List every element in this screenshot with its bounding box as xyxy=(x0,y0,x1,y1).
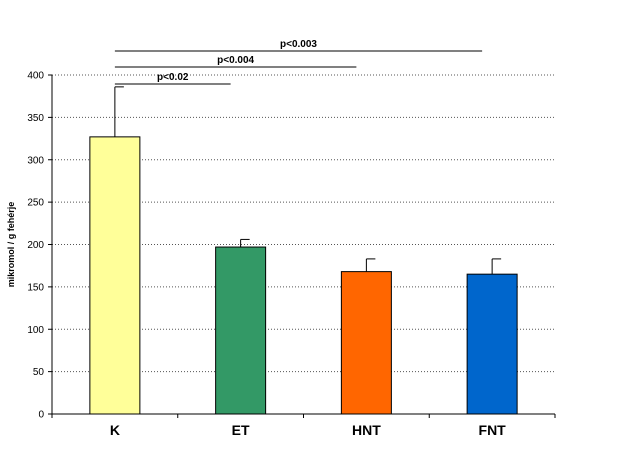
y-tick-label: 400 xyxy=(27,71,44,82)
x-tick-label: ET xyxy=(232,422,250,438)
bar-hnt xyxy=(340,271,392,415)
significance-label: p<0.003 xyxy=(280,39,317,50)
y-tick-label: 150 xyxy=(27,282,44,293)
y-tick-label: 250 xyxy=(27,198,44,209)
bar-fnt xyxy=(466,273,518,415)
significance-label: p<0.004 xyxy=(217,55,254,66)
x-tick-label: K xyxy=(110,422,120,438)
x-tick-label: FNT xyxy=(479,422,507,438)
y-tick-label: 300 xyxy=(27,155,44,166)
x-tick-label: HNT xyxy=(352,422,381,438)
y-tick-label: 100 xyxy=(27,325,44,336)
significance-label: p<0.02 xyxy=(157,72,189,83)
y-axis-title: mikromol / g fehérje xyxy=(6,202,16,288)
y-tick-label: 50 xyxy=(33,367,45,378)
bar-et xyxy=(215,246,267,415)
bar-k xyxy=(89,136,141,415)
y-tick-label: 0 xyxy=(38,410,44,421)
y-tick-label: 350 xyxy=(27,113,44,124)
y-tick-label: 200 xyxy=(27,240,44,251)
